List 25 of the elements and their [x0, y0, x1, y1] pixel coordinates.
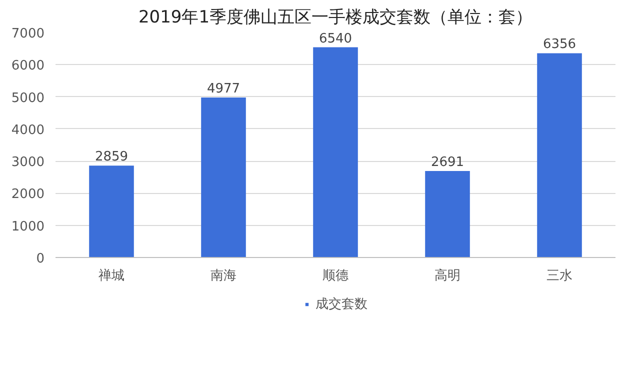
data-label: 2691 [430, 155, 464, 170]
y-tick-label: 4000 [11, 122, 45, 138]
data-label: 2859 [94, 150, 128, 165]
bar [89, 166, 134, 258]
x-tick-label: 顺德 [322, 268, 348, 284]
y-tick-label: 7000 [11, 26, 45, 42]
y-tick-label: 1000 [11, 219, 45, 234]
bar [425, 171, 470, 258]
bar [537, 53, 582, 258]
y-tick-label: 6000 [11, 58, 45, 74]
chart-title: 2019年1季度佛山五区一手楼成交套数（单位：套） [138, 8, 533, 28]
data-label: 6356 [542, 37, 576, 52]
y-tick-label: 2000 [11, 187, 45, 202]
data-label: 6540 [318, 31, 352, 46]
y-tick-label: 5000 [11, 90, 45, 106]
y-tick-label: 3000 [11, 155, 45, 170]
x-tick-label: 高明 [434, 268, 460, 284]
legend-label: 成交套数 [316, 296, 368, 313]
x-tick-label: 三水 [546, 268, 572, 284]
data-label: 4977 [206, 82, 240, 97]
bar [201, 98, 246, 258]
x-tick-label: 南海 [210, 268, 236, 284]
x-tick-label: 禅城 [98, 268, 124, 284]
y-tick-label: 0 [36, 252, 45, 266]
bar [313, 47, 358, 258]
